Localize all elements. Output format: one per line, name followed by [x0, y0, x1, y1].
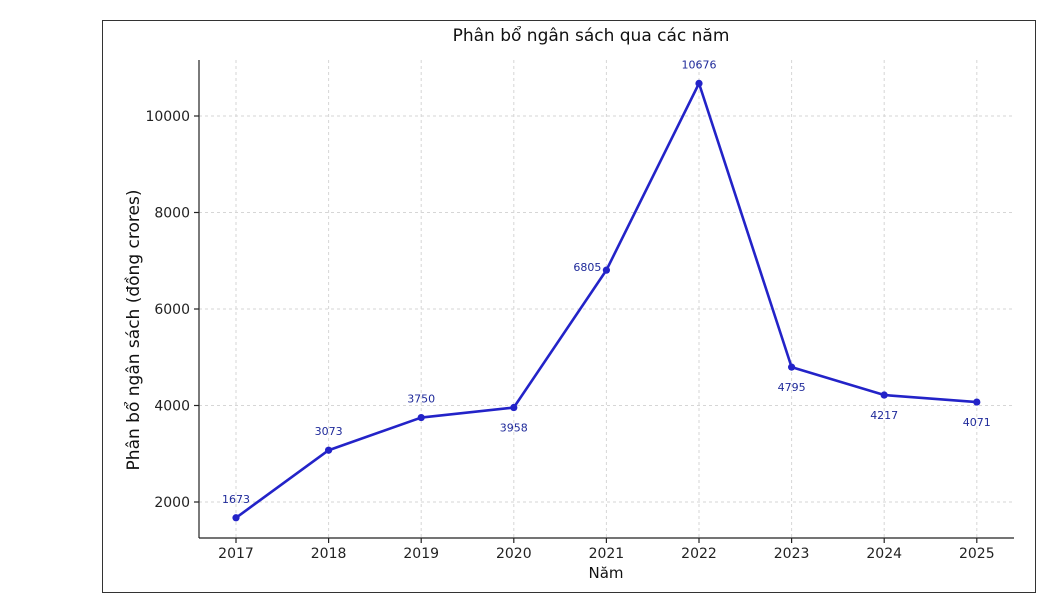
chart-frame — [102, 20, 1036, 593]
x-tick-label: 2023 — [774, 546, 810, 562]
data-label: 3750 — [407, 393, 435, 406]
data-point — [602, 266, 611, 274]
data-point — [325, 446, 333, 454]
data-label: 4217 — [870, 409, 898, 422]
data-label: 6805 — [573, 261, 601, 274]
data-point — [695, 79, 703, 87]
data-point — [232, 514, 240, 522]
data-point — [510, 403, 518, 412]
data-label: 1673 — [222, 493, 250, 506]
data-point — [417, 413, 425, 422]
data-label: 3958 — [500, 422, 528, 435]
y-tick-label: 8000 — [154, 206, 190, 222]
x-tick-label: 2021 — [589, 546, 625, 562]
y-axis-label: Phân bổ ngân sách (đồng crores) — [123, 190, 144, 471]
x-tick-label: 2020 — [496, 546, 532, 562]
x-tick-label: 2019 — [403, 546, 439, 562]
x-axis-label: Năm — [588, 564, 623, 582]
y-tick-label: 6000 — [154, 302, 190, 318]
y-tick-label: 4000 — [154, 399, 190, 415]
chart-title: Phân bổ ngân sách qua các năm — [453, 25, 730, 46]
data-label: 4795 — [778, 381, 806, 394]
data-label: 4071 — [963, 416, 991, 429]
x-tick-label: 2025 — [959, 546, 995, 562]
data-label: 3073 — [315, 425, 343, 438]
data-point — [973, 398, 981, 406]
x-tick-label: 2017 — [218, 546, 254, 562]
x-tick-label: 2018 — [311, 546, 347, 562]
data-label: 10676 — [682, 58, 717, 71]
data-point — [880, 391, 888, 399]
x-tick-label: 2022 — [681, 546, 717, 562]
axis-layer: 2000 4000 6000 8000 10000 2017 2018 2019 2020 202… — [145, 60, 1014, 562]
grid-layer — [199, 60, 1014, 538]
series-layer — [232, 79, 981, 522]
data-point — [788, 363, 796, 371]
y-tick-label: 10000 — [145, 109, 190, 125]
data-label-layer: 1673 3073 3750 3958 6805 10676 4795 4217 4071 — [222, 58, 991, 505]
y-tick-label: 2000 — [154, 495, 190, 511]
x-tick-label: 2024 — [866, 546, 902, 562]
